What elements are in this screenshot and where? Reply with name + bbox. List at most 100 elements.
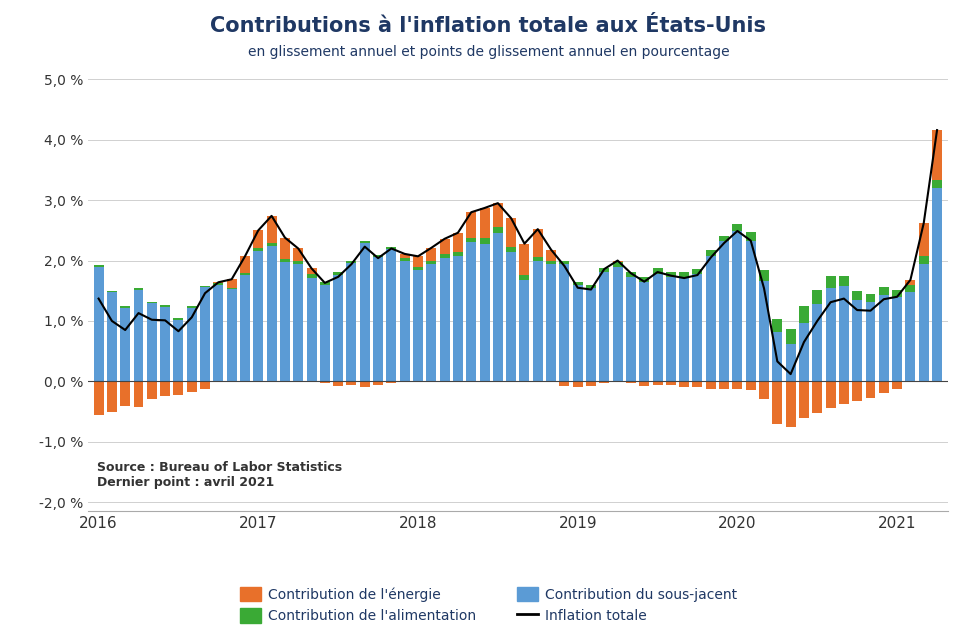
Bar [799,323,809,381]
Bar [839,275,849,286]
Bar [532,261,543,381]
Bar [666,277,676,381]
Bar [892,289,902,296]
Bar [866,381,875,398]
Bar [573,285,582,381]
Bar [906,285,915,292]
Bar [319,285,330,381]
Bar [386,381,397,383]
Bar [440,258,449,381]
Bar [826,288,835,381]
Bar [94,266,104,381]
Bar [160,305,170,307]
Bar [666,381,676,385]
Bar [187,307,196,308]
Bar [918,263,929,381]
Bar [227,279,236,288]
Bar [373,381,383,385]
Bar [400,258,409,261]
Bar [719,381,729,389]
Bar [653,381,662,385]
Bar [892,381,902,389]
Bar [147,304,156,381]
Bar [705,256,716,381]
Bar [773,332,783,381]
Bar [466,212,476,238]
Bar [94,381,104,415]
Bar [174,320,184,381]
Bar [745,232,755,241]
Bar [453,256,463,381]
Bar [918,256,929,263]
Bar [440,239,449,254]
Bar [586,288,596,381]
Bar [319,282,330,285]
Bar [227,289,236,381]
Bar [400,261,409,381]
Bar [693,274,702,381]
Bar [520,280,530,381]
Bar [705,381,716,389]
Bar [506,219,516,247]
Bar [120,381,130,406]
Bar [492,233,503,381]
Bar [679,277,689,381]
Bar [532,229,543,257]
Bar [626,381,636,383]
Bar [879,287,889,295]
Bar [852,381,862,401]
Bar [492,227,503,233]
Bar [693,269,702,274]
Bar [480,243,489,381]
Bar [280,259,290,262]
Bar [866,302,875,381]
Bar [759,281,769,381]
Bar [826,275,835,288]
Bar [733,231,743,381]
Bar [267,243,276,246]
Bar [573,381,582,387]
Bar [134,289,144,381]
Bar [932,188,942,381]
Bar [733,381,743,389]
Bar [293,264,303,381]
Bar [174,318,184,320]
Bar [786,329,795,344]
Bar [705,250,716,256]
Text: Source : Bureau of Labor Statistics
Dernier point : avril 2021: Source : Bureau of Labor Statistics Dern… [97,461,342,489]
Bar [599,272,610,381]
Bar [759,381,769,399]
Bar [679,272,689,277]
Bar [892,296,902,381]
Bar [267,246,276,381]
Bar [879,295,889,381]
Bar [147,381,156,399]
Bar [319,381,330,383]
Bar [227,288,236,289]
Bar [453,233,463,252]
Bar [200,287,210,381]
Bar [134,381,144,406]
Bar [267,216,276,243]
Bar [773,381,783,424]
Bar [613,266,622,381]
Bar [213,282,224,284]
Bar [347,261,357,263]
Bar [120,306,130,307]
Bar [307,268,317,274]
Bar [719,236,729,241]
Bar [573,282,582,285]
Bar [120,307,130,381]
Bar [839,381,849,404]
Bar [932,130,942,180]
Bar [480,208,489,238]
Bar [106,381,117,412]
Bar [106,292,117,381]
Bar [160,381,170,396]
Bar [187,308,196,381]
Bar [147,302,156,304]
Bar [373,254,383,257]
Bar [812,304,823,381]
Bar [293,261,303,264]
Bar [492,203,503,227]
